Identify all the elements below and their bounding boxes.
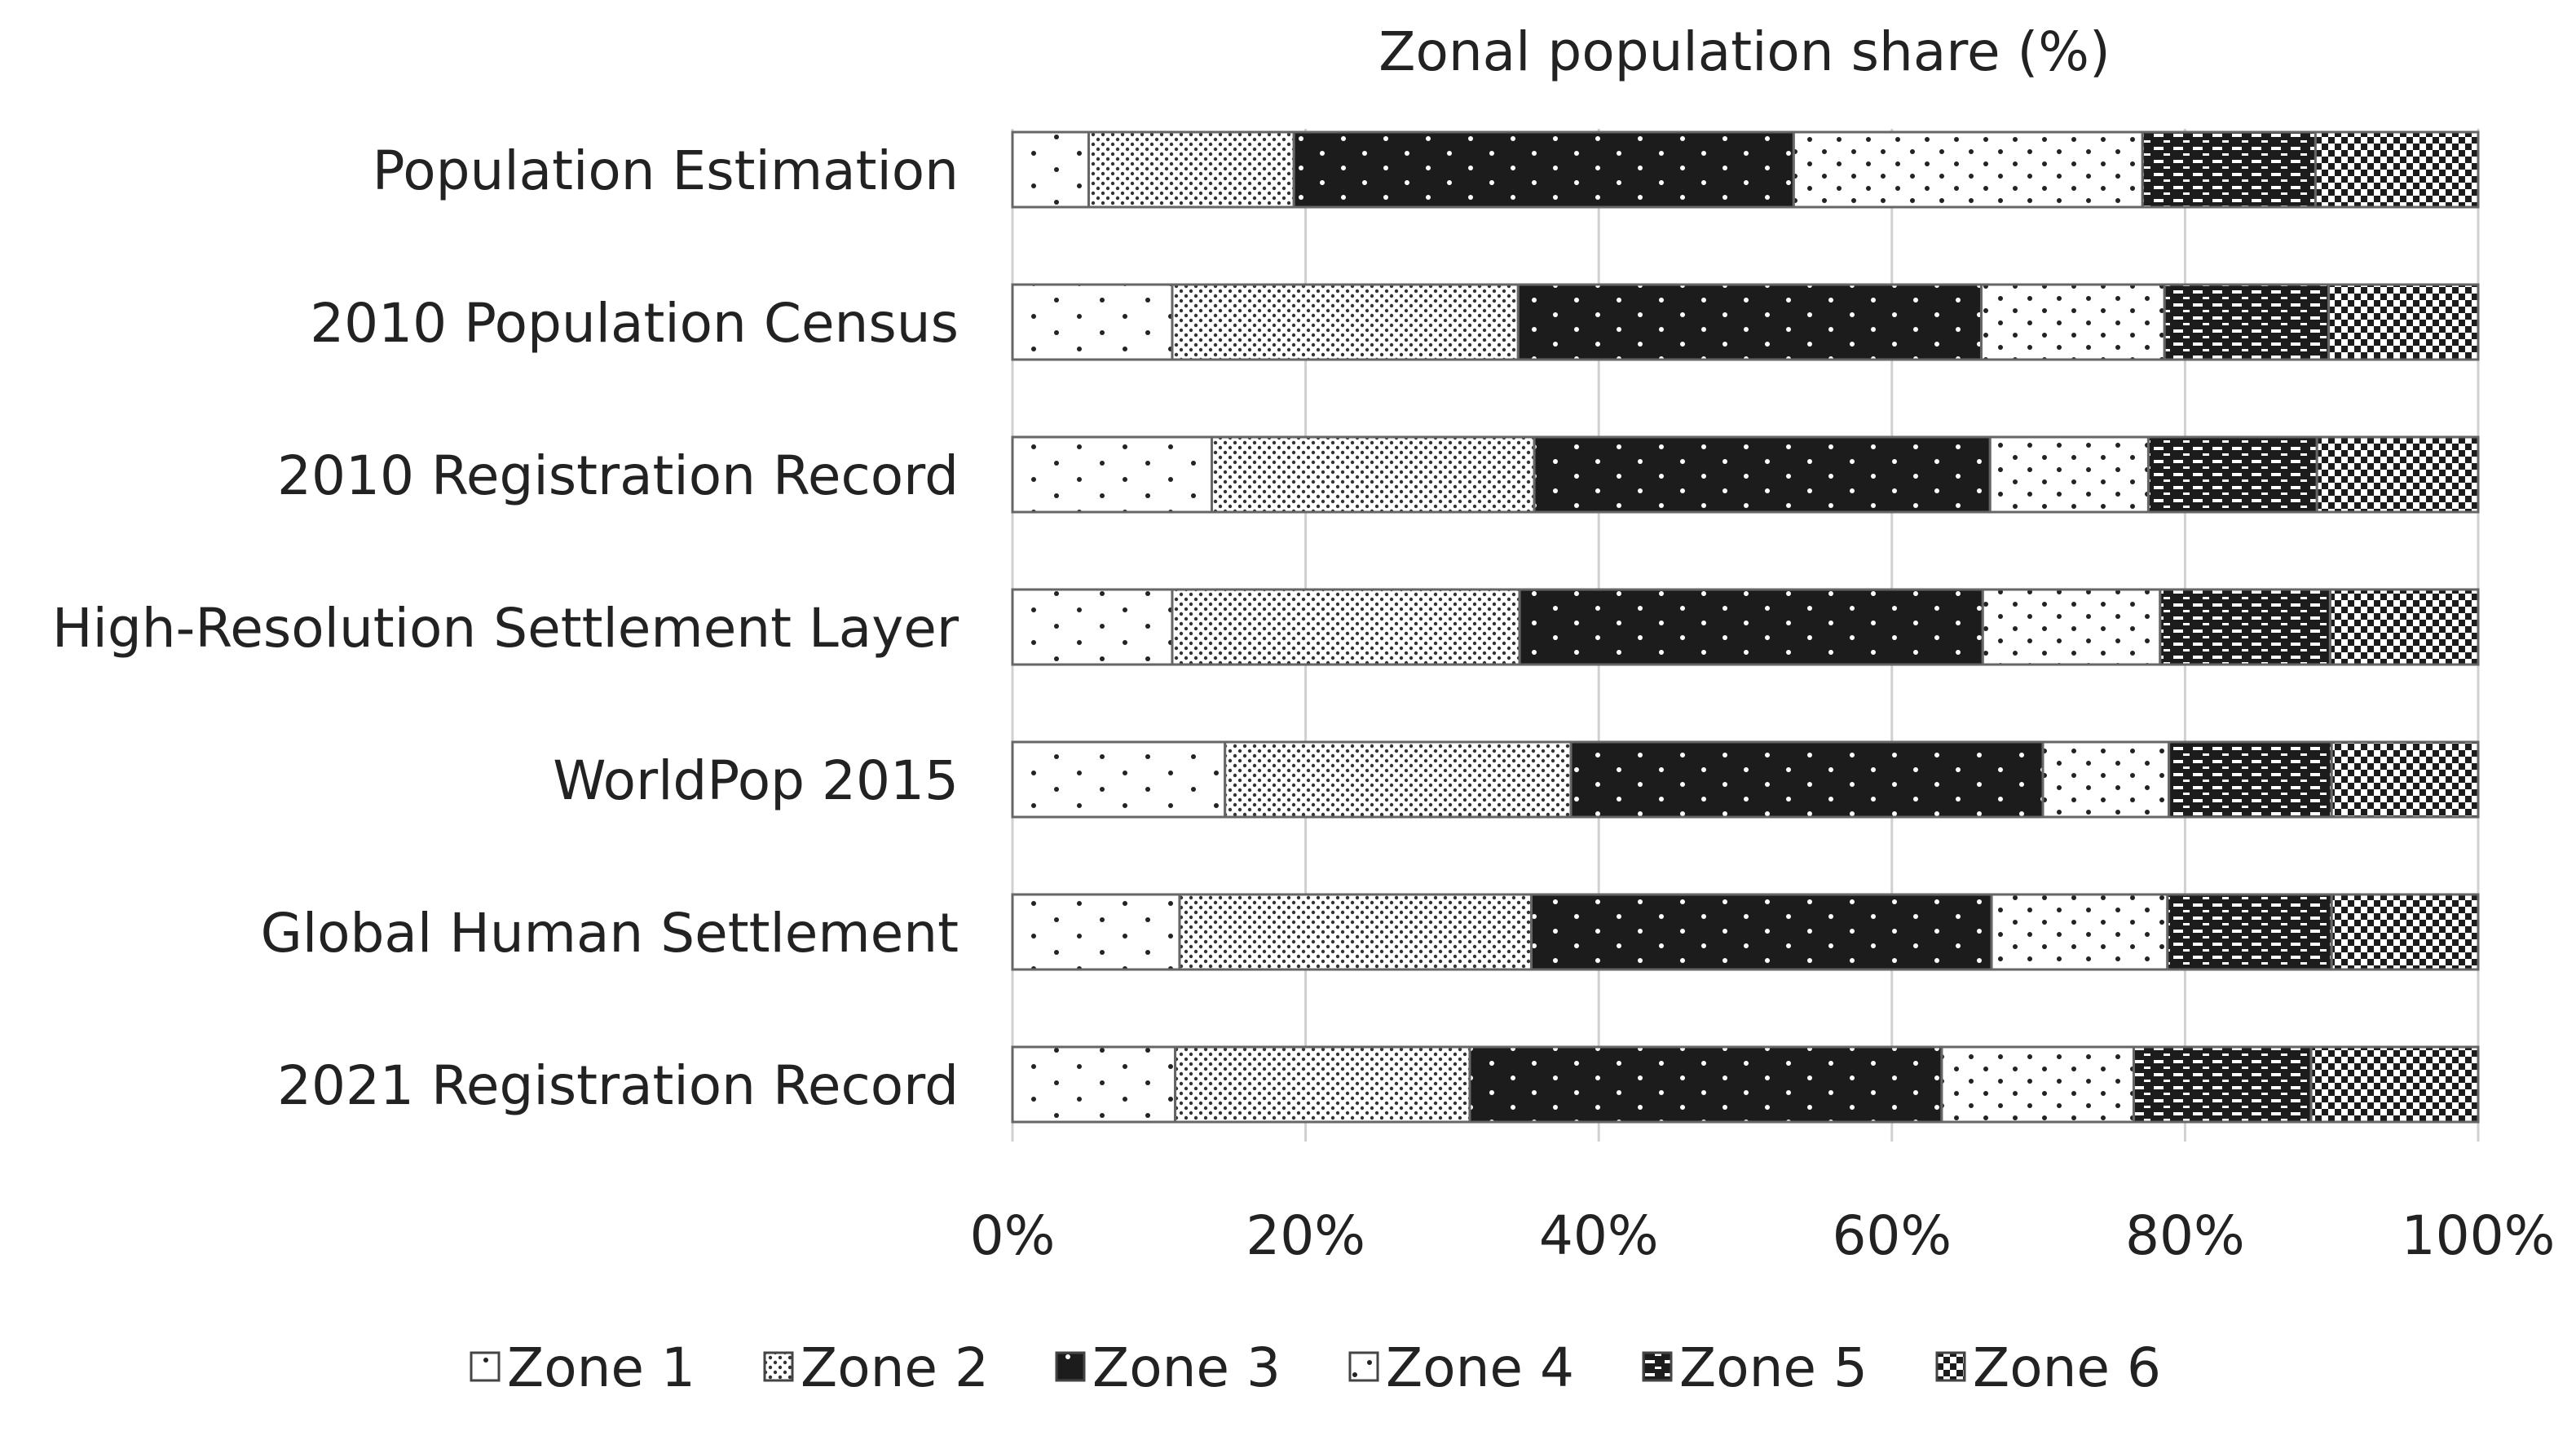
bar-segment-zone-6 bbox=[2328, 588, 2480, 666]
x-tick-label: 0% bbox=[970, 1204, 1056, 1267]
bar-segment-zone-4 bbox=[1792, 130, 2144, 209]
legend-swatch-zone-1 bbox=[470, 1351, 501, 1382]
bar-segment-zone-2 bbox=[1224, 740, 1573, 819]
bar-segment-zone-3 bbox=[1518, 588, 1984, 666]
bar-segment-zone-2 bbox=[1171, 588, 1521, 666]
bar-segment-zone-3 bbox=[1516, 283, 1983, 361]
legend-label-zone-1: Zone 1 bbox=[507, 1336, 695, 1399]
bar-segment-zone-2 bbox=[1171, 283, 1520, 361]
bar-segment-zone-4 bbox=[1981, 588, 2162, 666]
bar-segment-zone-3 bbox=[1529, 893, 1993, 971]
bar-segment-zone-6 bbox=[2330, 893, 2480, 971]
bar-segment-zone-5 bbox=[2146, 435, 2318, 514]
bar-segment-zone-5 bbox=[2141, 130, 2317, 209]
x-tick-label: 60% bbox=[1832, 1204, 1952, 1267]
legend-label-zone-6: Zone 6 bbox=[1973, 1336, 2161, 1399]
bar-segment-zone-1 bbox=[1011, 1045, 1177, 1124]
legend-swatch-zone-6 bbox=[1935, 1351, 1966, 1382]
legend-label-zone-3: Zone 3 bbox=[1092, 1336, 1281, 1399]
bar-segment-zone-6 bbox=[2315, 435, 2480, 514]
bar-segment-zone-1 bbox=[1011, 130, 1090, 209]
legend: Zone 1 Zone 2 Zone 3 Zone 4 Zone 5 Zone 6 bbox=[470, 1336, 2161, 1399]
legend-label-zone-2: Zone 2 bbox=[801, 1336, 989, 1399]
category-label: 2021 Registration Record bbox=[277, 1054, 959, 1117]
category-label: Global Human Settlement bbox=[261, 902, 959, 965]
bar-segment-zone-6 bbox=[2314, 130, 2480, 209]
category-label: 2010 Population Census bbox=[310, 292, 959, 355]
category-label: High-Resolution Settlement Layer bbox=[52, 597, 959, 660]
legend-label-zone-5: Zone 5 bbox=[1679, 1336, 1868, 1399]
bar-segment-zone-3 bbox=[1533, 435, 1992, 514]
bar-segment-zone-5 bbox=[2168, 740, 2333, 819]
bars bbox=[1011, 130, 2480, 1124]
x-tick-label: 40% bbox=[1539, 1204, 1659, 1267]
bar-segment-zone-5 bbox=[2132, 1045, 2313, 1124]
bar-segment-zone-3 bbox=[1468, 1045, 1943, 1124]
bar-segment-zone-3 bbox=[1569, 740, 2044, 819]
x-axis-ticks: 0% 20% 40% 60% 80% 100% bbox=[970, 1204, 2556, 1267]
bar-segment-zone-5 bbox=[2166, 893, 2333, 971]
category-label: Population Estimation bbox=[373, 139, 959, 202]
bar-segment-zone-4 bbox=[1979, 283, 2166, 361]
bar-segment-zone-1 bbox=[1011, 740, 1227, 819]
bar-segment-zone-5 bbox=[2163, 283, 2331, 361]
category-label: 2010 Registration Record bbox=[277, 444, 959, 507]
legend-swatch-zone-5 bbox=[1642, 1351, 1673, 1382]
bar-segment-zone-2 bbox=[1178, 893, 1533, 971]
legend-label-zone-4: Zone 4 bbox=[1386, 1336, 1574, 1399]
bar-segment-zone-1 bbox=[1011, 588, 1174, 666]
category-labels: Population Estimation 2010 Population Cen… bbox=[52, 139, 959, 1117]
chart-title: Zonal population share (%) bbox=[1378, 20, 2111, 83]
bar-segment-zone-6 bbox=[2330, 740, 2480, 819]
legend-swatch-zone-4 bbox=[1348, 1351, 1379, 1382]
bar-segment-zone-1 bbox=[1011, 283, 1174, 361]
category-label: WorldPop 2015 bbox=[553, 749, 959, 812]
bar-segment-zone-1 bbox=[1011, 893, 1181, 971]
bar-segment-zone-1 bbox=[1011, 435, 1214, 514]
bar-segment-zone-4 bbox=[1988, 435, 2150, 514]
x-tick-label: 100% bbox=[2402, 1204, 2556, 1267]
bar-segment-zone-6 bbox=[2309, 1045, 2480, 1124]
bar-segment-zone-2 bbox=[1087, 130, 1295, 209]
bar-segment-zone-4 bbox=[2041, 740, 2171, 819]
legend-swatch-zone-3 bbox=[1055, 1351, 1086, 1382]
bar-segment-zone-2 bbox=[1174, 1045, 1471, 1124]
bar-segment-zone-4 bbox=[1940, 1045, 2135, 1124]
bar-segment-zone-6 bbox=[2327, 283, 2480, 361]
bar-segment-zone-4 bbox=[1990, 893, 2169, 971]
bar-segment-zone-5 bbox=[2159, 588, 2331, 666]
bar-segment-zone-3 bbox=[1292, 130, 1795, 209]
x-tick-label: 80% bbox=[2125, 1204, 2245, 1267]
legend-swatch-zone-2 bbox=[763, 1351, 794, 1382]
x-tick-label: 20% bbox=[1246, 1204, 1365, 1267]
bar-segment-zone-2 bbox=[1211, 435, 1536, 514]
